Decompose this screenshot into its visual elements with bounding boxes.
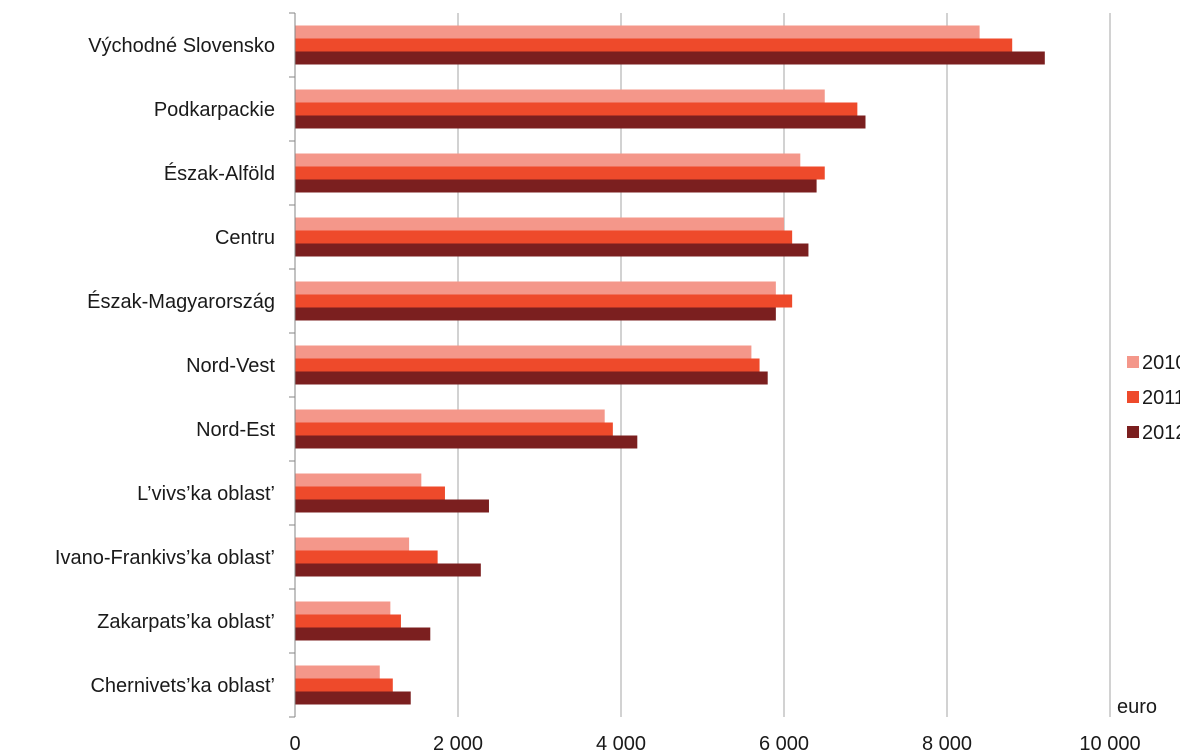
bar (295, 627, 431, 641)
bar (295, 25, 980, 39)
x-tick-label: 0 (289, 733, 300, 755)
bar (295, 537, 410, 551)
bar (295, 422, 613, 436)
bar (295, 153, 801, 167)
legend-swatch (1127, 356, 1139, 368)
bar (295, 435, 638, 449)
y-axis (289, 12, 296, 718)
x-tick-label: 2 000 (433, 733, 483, 755)
category-label: Podkarpackie (154, 99, 275, 121)
category-label: Észak-Alföld (164, 162, 275, 185)
x-tick-label: 10 000 (1079, 733, 1140, 755)
category-label: Nord-Est (196, 419, 275, 441)
bar (295, 102, 858, 116)
bar (295, 601, 391, 615)
bar (295, 499, 489, 513)
bar (295, 230, 793, 244)
bar (295, 563, 481, 577)
bar (295, 51, 1045, 65)
bar (295, 307, 776, 321)
bar (295, 166, 825, 180)
bar (295, 409, 605, 423)
bar (295, 115, 866, 129)
bar (295, 665, 380, 679)
bar (295, 371, 768, 385)
category-label: Zakarpats’ka oblast’ (97, 611, 275, 633)
bar (295, 179, 817, 193)
category-label: L’vivs’ka oblast’ (137, 483, 275, 505)
x-tick-label: 4 000 (596, 733, 646, 755)
bar (295, 217, 784, 231)
category-label: Nord-Vest (186, 355, 275, 377)
unit-label: euro (1117, 696, 1157, 718)
bars-group (295, 25, 1045, 705)
legend-swatch (1127, 391, 1139, 403)
bar (295, 345, 752, 359)
bar (295, 243, 809, 257)
x-tick-label: 6 000 (759, 733, 809, 755)
x-tick-labels: 0 2 000 4 000 6 000 8 000 10 000 (289, 733, 1140, 755)
legend-label: 2010 (1142, 352, 1180, 374)
bar (295, 550, 438, 564)
legend-label: 2011 (1142, 387, 1180, 409)
category-label: Ivano-Frankivs’ka oblast’ (55, 547, 275, 569)
bar (295, 358, 760, 372)
bar (295, 486, 445, 500)
bar (295, 678, 393, 692)
x-tick-label: 8 000 (922, 733, 972, 755)
bar (295, 38, 1013, 52)
bar (295, 473, 422, 487)
bar (295, 614, 401, 628)
bar (295, 281, 776, 295)
category-label: Chernivets’ka oblast’ (90, 675, 275, 697)
bar (295, 691, 411, 705)
gridlines (457, 13, 1111, 717)
category-label: Észak-Magyarország (87, 290, 275, 313)
category-labels: Východné Slovensko Podkarpackie Észak-Alfö… (55, 35, 276, 697)
legend-swatch (1127, 426, 1139, 438)
bar (295, 294, 793, 308)
category-label: Centru (215, 227, 275, 249)
category-label: Východné Slovensko (88, 35, 275, 57)
bar (295, 89, 825, 103)
